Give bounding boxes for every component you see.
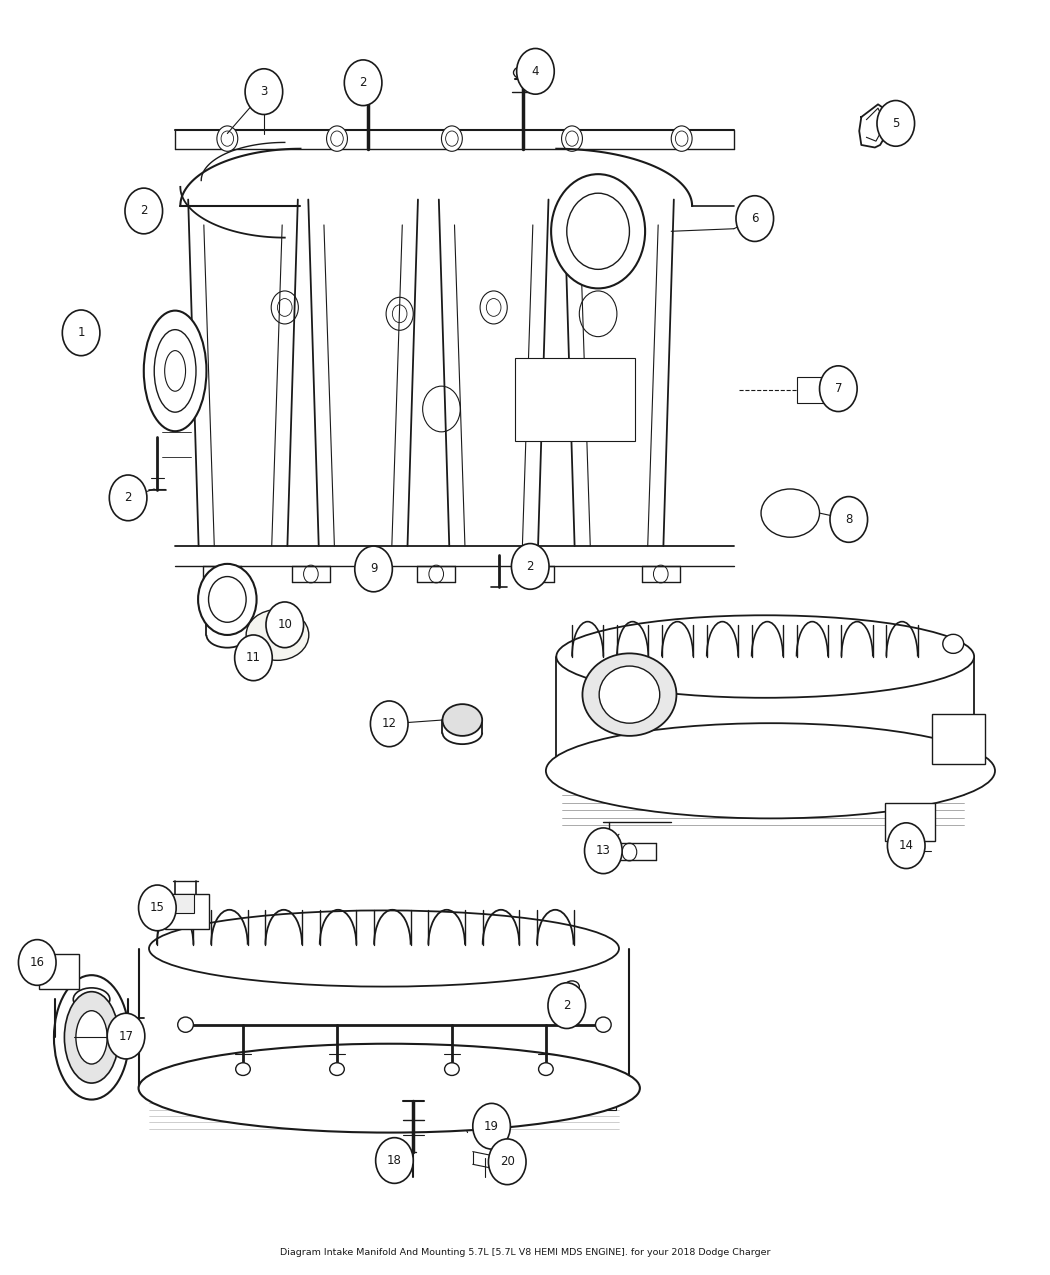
Bar: [387, 1086, 433, 1109]
Text: 12: 12: [382, 718, 397, 731]
Ellipse shape: [246, 609, 309, 660]
Bar: [272, 1086, 318, 1109]
Ellipse shape: [330, 1063, 344, 1075]
Circle shape: [245, 69, 282, 115]
Text: 18: 18: [387, 1154, 402, 1167]
Bar: [173, 1086, 219, 1109]
Ellipse shape: [546, 723, 995, 819]
Bar: [168, 894, 194, 913]
Circle shape: [62, 310, 100, 356]
Ellipse shape: [144, 311, 207, 431]
Ellipse shape: [54, 975, 129, 1099]
Circle shape: [820, 366, 857, 412]
Circle shape: [344, 60, 382, 106]
Text: 2: 2: [140, 204, 148, 218]
Ellipse shape: [359, 66, 378, 79]
Text: 20: 20: [500, 1155, 514, 1168]
Ellipse shape: [539, 1063, 553, 1075]
Ellipse shape: [943, 635, 964, 653]
Circle shape: [488, 1139, 526, 1184]
Bar: [39, 954, 79, 989]
Text: 11: 11: [246, 652, 261, 664]
Ellipse shape: [64, 992, 119, 1082]
Text: 16: 16: [29, 956, 45, 969]
Text: 4: 4: [531, 65, 540, 78]
Bar: [165, 894, 209, 929]
Bar: [491, 1086, 538, 1109]
Text: 17: 17: [119, 1030, 133, 1043]
Circle shape: [234, 635, 272, 681]
Text: 2: 2: [563, 1000, 570, 1012]
Ellipse shape: [177, 1017, 193, 1033]
Circle shape: [517, 48, 554, 94]
Text: 6: 6: [751, 212, 758, 226]
Circle shape: [887, 822, 925, 868]
Circle shape: [355, 546, 393, 592]
Circle shape: [376, 1137, 414, 1183]
Text: Diagram Intake Manifold And Mounting 5.7L [5.7L V8 HEMI MDS ENGINE]. for your 20: Diagram Intake Manifold And Mounting 5.7…: [279, 1248, 771, 1257]
Ellipse shape: [149, 910, 620, 987]
Text: 7: 7: [835, 382, 842, 395]
Circle shape: [125, 189, 163, 233]
Text: 2: 2: [359, 76, 366, 89]
Ellipse shape: [583, 653, 676, 736]
Circle shape: [562, 126, 583, 152]
Ellipse shape: [74, 988, 110, 1011]
Circle shape: [551, 175, 645, 288]
Text: 15: 15: [150, 901, 165, 914]
Circle shape: [548, 983, 586, 1029]
Text: 13: 13: [596, 844, 611, 857]
Text: 8: 8: [845, 513, 853, 527]
Circle shape: [371, 701, 408, 747]
Circle shape: [472, 1103, 510, 1149]
Bar: [885, 802, 936, 840]
Text: 2: 2: [124, 491, 132, 505]
Ellipse shape: [600, 666, 659, 723]
Bar: [570, 1086, 616, 1109]
Ellipse shape: [595, 1017, 611, 1033]
Circle shape: [585, 827, 623, 873]
Circle shape: [736, 196, 774, 241]
Circle shape: [877, 101, 915, 147]
Ellipse shape: [513, 66, 532, 79]
Text: 1: 1: [78, 326, 85, 339]
Ellipse shape: [444, 1063, 459, 1075]
Bar: [797, 377, 825, 403]
Text: 14: 14: [899, 839, 914, 852]
Circle shape: [830, 496, 867, 542]
Circle shape: [198, 564, 256, 635]
Text: 2: 2: [526, 560, 534, 572]
Text: 10: 10: [277, 618, 292, 631]
Circle shape: [266, 602, 303, 648]
Ellipse shape: [761, 490, 820, 537]
Bar: [514, 358, 634, 441]
Circle shape: [19, 940, 56, 986]
Circle shape: [327, 126, 348, 152]
Text: 19: 19: [484, 1119, 499, 1132]
Circle shape: [671, 126, 692, 152]
Text: 9: 9: [370, 562, 377, 575]
Bar: [932, 714, 985, 765]
Ellipse shape: [442, 704, 482, 736]
Ellipse shape: [556, 616, 974, 697]
Ellipse shape: [565, 980, 580, 992]
Circle shape: [511, 543, 549, 589]
Text: 3: 3: [260, 85, 268, 98]
Circle shape: [217, 126, 237, 152]
Text: 5: 5: [892, 117, 900, 130]
Circle shape: [441, 126, 462, 152]
Ellipse shape: [139, 1044, 639, 1132]
Circle shape: [107, 1014, 145, 1060]
Circle shape: [139, 885, 176, 931]
Ellipse shape: [76, 1011, 107, 1065]
Circle shape: [109, 476, 147, 520]
Ellipse shape: [235, 1063, 250, 1075]
